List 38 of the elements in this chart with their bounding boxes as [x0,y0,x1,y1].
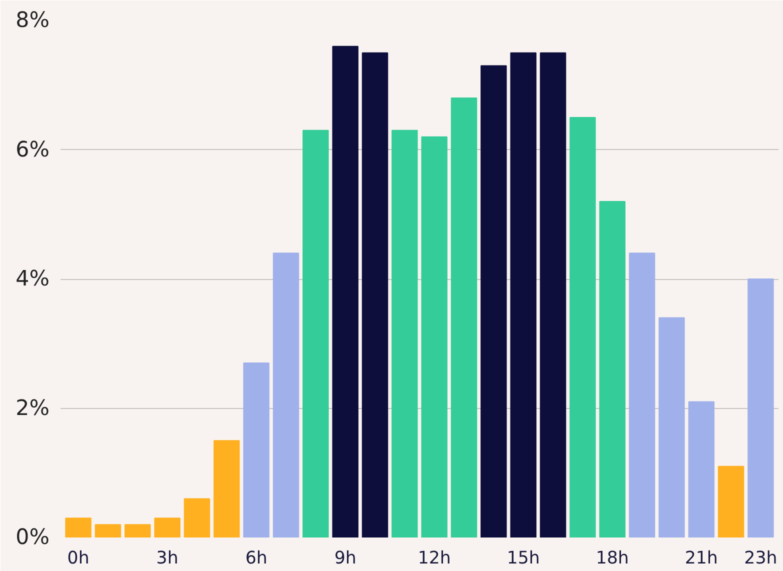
bar [65,518,92,538]
bar [392,130,418,538]
bar [748,278,774,538]
x-tick-label: 21h [684,548,718,568]
bar [510,52,536,538]
bar [570,116,596,538]
bar [718,466,744,538]
x-tick-label: 15h [506,548,540,568]
y-tick-label: 6% [16,137,50,162]
y-tick-label: 2% [16,396,50,421]
bar [332,46,358,538]
x-tick-label: 18h [596,548,629,568]
x-tick-label: 23h [744,548,778,568]
bar [184,498,210,538]
bar [599,200,626,538]
x-tick-label: 3h [156,548,178,568]
bar [421,136,448,538]
bar [362,52,388,538]
bar [658,317,685,538]
bar [480,65,507,538]
bar [124,524,151,538]
bar [450,98,478,538]
y-tick-label: 4% [16,266,50,292]
y-tick-label: 0% [16,525,50,550]
x-tick-label: 9h [334,548,356,568]
x-tick-label: 6h [245,548,268,568]
bar [243,362,270,538]
bar [214,440,240,538]
bar [94,524,122,538]
bar [272,252,300,538]
bar [688,401,714,538]
bar [302,130,329,538]
bar [628,252,656,538]
bar [540,52,566,538]
x-tick-label: 12h [418,548,451,568]
y-tick-label: 8% [16,8,50,33]
x-tick-label: 0h [67,548,90,568]
bar [154,518,180,538]
